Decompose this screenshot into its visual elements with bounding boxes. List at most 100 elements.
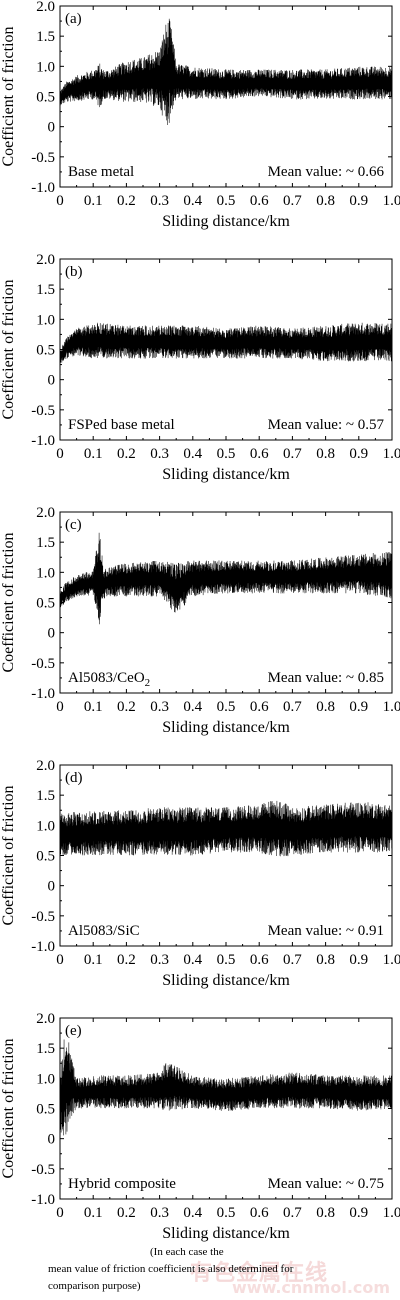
y-tick-label: 0 bbox=[48, 373, 56, 389]
x-tick-label: 0.1 bbox=[84, 193, 103, 209]
x-tick-label: 0.7 bbox=[283, 1205, 302, 1221]
x-tick-label: 0.3 bbox=[150, 446, 169, 462]
x-tick-label: 0.5 bbox=[217, 1205, 236, 1221]
x-tick-label: 0.3 bbox=[150, 1205, 169, 1221]
x-tick-label: 0.1 bbox=[84, 446, 103, 462]
x-axis-label: Sliding distance/km bbox=[162, 213, 290, 230]
x-tick-label: 0.5 bbox=[217, 952, 236, 968]
y-tick-label: 1.0 bbox=[36, 1071, 55, 1087]
x-tick-label: 0.9 bbox=[349, 193, 368, 209]
x-tick-label: 0.9 bbox=[349, 699, 368, 715]
chart-panel: 2.01.51.00.50-0.5-1.00 0.1 0.2 0.3 0.4 0.5 0.6… bbox=[0, 252, 400, 483]
sample-label: Al5083/SiC bbox=[68, 923, 140, 939]
y-tick-label: 0 bbox=[48, 626, 56, 642]
sample-label: Base metal bbox=[68, 164, 134, 180]
y-tick-label: 2.0 bbox=[36, 505, 55, 521]
mean-value-label: Mean value: ~ 0.66 bbox=[268, 164, 385, 180]
x-tick-label: 1.0 bbox=[383, 446, 400, 462]
x-tick-label: 1.0 bbox=[383, 1205, 400, 1221]
y-tick-label: -0.5 bbox=[31, 403, 55, 419]
friction-trace bbox=[59, 18, 393, 125]
x-tick-label: 0.3 bbox=[150, 952, 169, 968]
sample-label-text: Base metal bbox=[68, 164, 134, 180]
panel-label: (c) bbox=[65, 517, 82, 533]
x-tick-label: 0 bbox=[56, 952, 64, 968]
x-tick-label: 0.2 bbox=[117, 952, 136, 968]
panel-label: (a) bbox=[65, 11, 82, 27]
x-tick-label: 0 bbox=[56, 446, 64, 462]
y-tick-label: -0.5 bbox=[31, 150, 55, 166]
x-tick-label: 0.4 bbox=[183, 193, 202, 209]
x-tick-label: 0.4 bbox=[183, 446, 202, 462]
y-axis-label: Coefficient of friction bbox=[0, 785, 17, 925]
y-tick-label: 0.5 bbox=[36, 343, 55, 359]
x-tick-label: 0.8 bbox=[316, 193, 335, 209]
x-tick-label: 1.0 bbox=[383, 193, 400, 209]
x-tick-label: 0.1 bbox=[84, 1205, 103, 1221]
x-tick-label: 0 bbox=[56, 1205, 64, 1221]
x-tick-label: 0.4 bbox=[183, 952, 202, 968]
x-tick-label: 0.2 bbox=[117, 1205, 136, 1221]
watermark-url: www.cnnmol.com bbox=[232, 1278, 391, 1297]
y-tick-label: 1.0 bbox=[36, 818, 55, 834]
caption-line-2: mean value of friction coefficient is al… bbox=[48, 1263, 294, 1275]
sample-label: Hybrid composite bbox=[68, 1176, 176, 1192]
caption-line-1: (In each case the bbox=[150, 1246, 224, 1258]
x-tick-label: 0.7 bbox=[283, 699, 302, 715]
x-tick-label: 0.4 bbox=[183, 1205, 202, 1221]
x-tick-label: 0.7 bbox=[283, 446, 302, 462]
x-tick-label: 0.1 bbox=[84, 699, 103, 715]
x-tick-label: 0.6 bbox=[250, 193, 269, 209]
y-tick-label: 2.0 bbox=[36, 1011, 55, 1027]
y-tick-label: -1.0 bbox=[31, 1192, 55, 1208]
sample-label-subscript: 2 bbox=[145, 677, 151, 689]
y-axis-label: Coefficient of friction bbox=[0, 1038, 17, 1178]
y-tick-label: -0.5 bbox=[31, 909, 55, 925]
friction-trace bbox=[59, 322, 393, 365]
sample-label-text: FSPed base metal bbox=[68, 417, 175, 433]
x-tick-label: 0.6 bbox=[250, 1205, 269, 1221]
friction-trace bbox=[59, 532, 393, 625]
chart-panel: 2.01.51.00.50-0.5-1.00 0.1 0.2 0.3 0.4 0.5 0.6… bbox=[0, 1011, 400, 1242]
x-tick-label: 0 bbox=[56, 699, 64, 715]
sample-label: FSPed base metal bbox=[68, 417, 175, 433]
x-tick-label: 0.8 bbox=[316, 952, 335, 968]
x-tick-label: 0.5 bbox=[217, 193, 236, 209]
x-tick-label: 0.9 bbox=[349, 1205, 368, 1221]
sample-label: Al5083/CeO2 bbox=[68, 670, 150, 689]
chart-panel: 2.01.51.00.50-0.5-1.00 0.1 0.2 0.3 0.4 0.5 0.6… bbox=[0, 758, 400, 989]
x-tick-label: 0.4 bbox=[183, 699, 202, 715]
mean-value-label: Mean value: ~ 0.91 bbox=[268, 923, 384, 939]
y-tick-label: 0.5 bbox=[36, 1102, 55, 1118]
y-tick-label: 0.5 bbox=[36, 90, 55, 106]
mean-value-label: Mean value: ~ 0.57 bbox=[268, 417, 385, 433]
y-tick-label: -0.5 bbox=[31, 1162, 55, 1178]
y-tick-label: 1.0 bbox=[36, 59, 55, 75]
y-tick-label: 1.5 bbox=[36, 535, 55, 551]
plot-frame bbox=[59, 764, 393, 947]
y-tick-label: 0 bbox=[48, 879, 56, 895]
panel-label: (e) bbox=[65, 1023, 82, 1039]
friction-trace bbox=[59, 800, 393, 857]
x-tick-label: 0.6 bbox=[250, 952, 269, 968]
y-tick-label: 2.0 bbox=[36, 758, 55, 774]
y-tick-label: -1.0 bbox=[31, 180, 55, 196]
y-tick-label: 0 bbox=[48, 120, 56, 136]
x-tick-label: 0.8 bbox=[316, 699, 335, 715]
y-tick-label: -0.5 bbox=[31, 656, 55, 672]
y-tick-label: 1.5 bbox=[36, 29, 55, 45]
x-tick-label: 0.8 bbox=[316, 1205, 335, 1221]
chart-panel: 2.01.51.00.50-0.5-1.00 0.1 0.2 0.3 0.4 0.5 0.6… bbox=[0, 0, 400, 230]
x-tick-label: 1.0 bbox=[383, 952, 400, 968]
y-tick-label: -1.0 bbox=[31, 433, 55, 449]
x-tick-label: 0.1 bbox=[84, 952, 103, 968]
y-tick-label: 1.0 bbox=[36, 312, 55, 328]
x-tick-label: 0.5 bbox=[217, 699, 236, 715]
sample-label-text: Hybrid composite bbox=[68, 1176, 176, 1192]
panel-label: (d) bbox=[65, 770, 83, 786]
y-tick-label: 2.0 bbox=[36, 252, 55, 268]
x-tick-label: 0.2 bbox=[117, 446, 136, 462]
x-tick-label: 0.7 bbox=[283, 952, 302, 968]
y-tick-label: 1.0 bbox=[36, 565, 55, 581]
y-tick-label: 2.0 bbox=[36, 0, 55, 15]
